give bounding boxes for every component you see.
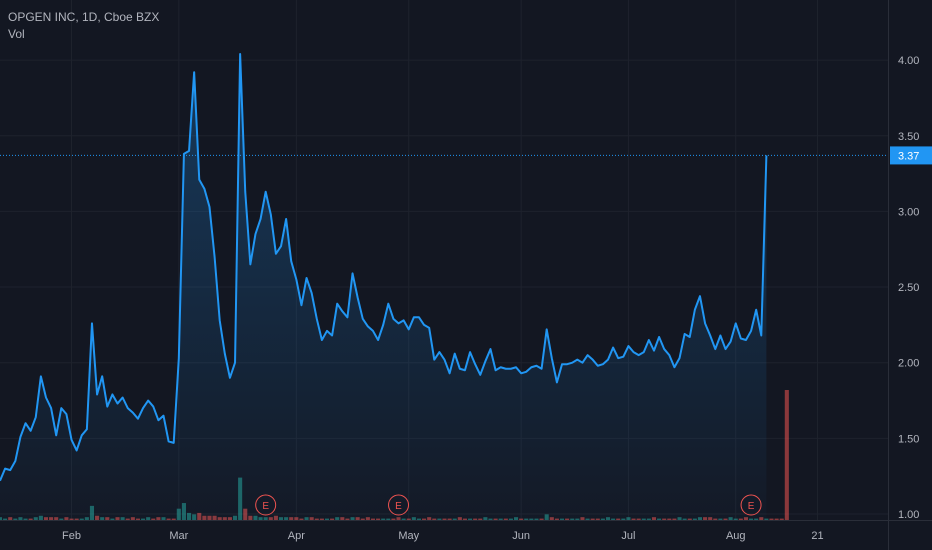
y-tick-label-0: 1.00 xyxy=(898,509,919,521)
x-tick-label-6: Aug xyxy=(726,530,746,542)
earnings-marker-0[interactable]: E xyxy=(255,494,277,516)
volume-bar-152 xyxy=(774,518,779,520)
earnings-label: E xyxy=(748,501,755,512)
y-tick-label-4: 3.00 xyxy=(898,206,919,218)
price-area xyxy=(0,53,768,521)
earnings-label: E xyxy=(262,501,269,512)
earnings-circle-icon xyxy=(388,494,410,516)
y-tick-label-6: 4.00 xyxy=(898,55,919,67)
price-axis[interactable]: 1.00 1.50 2.00 2.50 3.00 3.50 4.00 3.37 xyxy=(890,55,932,521)
volume-bar-154 xyxy=(784,390,789,520)
time-axis[interactable]: Feb Mar Apr May Jun Jul Aug 21 xyxy=(62,530,824,542)
earnings-circle-icon xyxy=(740,494,762,516)
x-tick-label-4: Jun xyxy=(512,530,530,542)
x-tick-label-3: May xyxy=(398,530,419,542)
y-tick-label-3: 2.50 xyxy=(898,282,919,294)
price-line[interactable] xyxy=(0,53,768,482)
x-tick-label-2: Apr xyxy=(288,530,305,542)
x-tick-label-5: Jul xyxy=(621,530,635,542)
earnings-marker-2[interactable]: E xyxy=(740,494,762,516)
earnings-marker-1[interactable]: E xyxy=(388,494,410,516)
legend: OPGEN INC, 1D, Cboe BZX Vol xyxy=(8,10,159,41)
x-tick-label-1: Mar xyxy=(169,530,188,542)
volume-bar-153 xyxy=(779,518,784,520)
earnings-circle-icon xyxy=(255,494,277,516)
x-tick-label-0: Feb xyxy=(62,530,81,542)
earnings-label: E xyxy=(395,501,402,512)
volume-bar-151 xyxy=(769,518,774,520)
x-tick-label-7: 21 xyxy=(811,530,823,542)
price-area-fill xyxy=(0,54,767,521)
y-tick-label-1: 1.50 xyxy=(898,433,919,445)
legend-symbol[interactable]: OPGEN INC, 1D, Cboe BZX xyxy=(8,10,159,24)
y-tick-label-2: 2.00 xyxy=(898,358,919,370)
last-price-tag-bg xyxy=(890,146,932,165)
last-price-value: 3.37 xyxy=(898,150,919,162)
y-tick-label-5: 3.50 xyxy=(898,131,919,143)
last-price-tag[interactable]: 3.37 xyxy=(890,146,932,165)
legend-volume-label[interactable]: Vol xyxy=(8,27,25,41)
